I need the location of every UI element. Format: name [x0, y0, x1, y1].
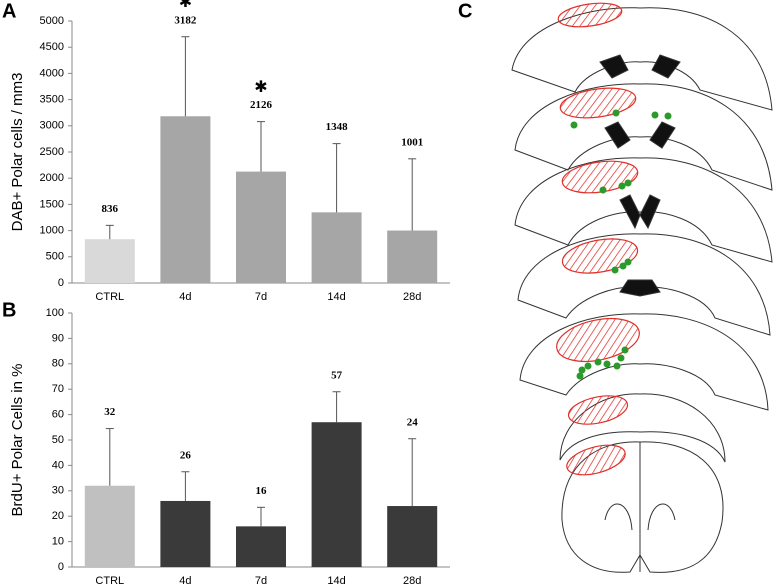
y-tick-label: 500: [46, 251, 64, 263]
value-label: 1348: [326, 121, 349, 133]
section: [517, 233, 771, 336]
y-tick-label: 80: [52, 358, 64, 370]
lesions: [556, 2, 640, 476]
y-tick-label: 1000: [40, 225, 64, 237]
y-tick-label: 30: [52, 485, 64, 497]
value-label: 32: [104, 406, 116, 418]
y-tick-label: 2000: [40, 172, 64, 184]
ventricle: [604, 121, 676, 149]
y-tick-label: 4500: [40, 41, 64, 53]
panel-label: A: [2, 0, 16, 22]
x-tick-label: 4d: [179, 575, 191, 585]
y-tick-label: 60: [52, 409, 64, 421]
y-tick-label: 50: [52, 434, 64, 446]
x-tick-label: 7d: [255, 291, 267, 303]
y-tick-label: 90: [52, 332, 64, 344]
x-tick-label: CTRL: [95, 291, 124, 303]
bar: [84, 485, 135, 567]
y-tick-label: 1500: [40, 198, 64, 210]
bar: [160, 500, 211, 567]
panel-label: C: [458, 0, 472, 22]
value-label: 16: [256, 485, 268, 497]
bar: [160, 116, 211, 283]
value-label: 836: [102, 203, 119, 215]
x-tick-label: 28d: [403, 291, 421, 303]
value-label: 24: [407, 416, 419, 428]
section: [511, 7, 773, 111]
y-tick-label: 0: [58, 277, 64, 289]
y-tick-label: 3000: [40, 120, 64, 132]
y-tick-label: 100: [46, 307, 64, 319]
bar: [311, 422, 362, 567]
y-tick-label: 4000: [40, 67, 64, 79]
y-tick-label: 2500: [40, 146, 64, 158]
y-axis-title: BrdU+ Polar Cells in %: [9, 364, 26, 517]
y-tick-label: 20: [52, 510, 64, 522]
section: [514, 157, 773, 263]
significance-marker: ✱: [179, 0, 192, 11]
ventricle: [619, 194, 661, 230]
x-tick-label: 4d: [179, 291, 191, 303]
bar: [236, 171, 286, 283]
bar: [387, 506, 438, 567]
ventricle: [619, 279, 661, 297]
bar: [311, 212, 362, 283]
value-label: 2126: [250, 99, 273, 111]
y-tick-label: 0: [58, 561, 64, 573]
bar: [387, 230, 438, 283]
x-tick-label: 14d: [327, 575, 345, 585]
x-tick-label: 28d: [403, 575, 421, 585]
bar: [236, 526, 286, 567]
x-tick-label: CTRL: [95, 575, 124, 585]
value-label: 26: [180, 449, 192, 461]
y-tick-label: 3500: [40, 94, 64, 106]
section-detail: [604, 442, 676, 572]
value-label: 57: [331, 369, 343, 381]
brain-sections: C: [458, 0, 773, 573]
y-tick-label: 70: [52, 383, 64, 395]
value-label: 3182: [174, 14, 197, 26]
panel-label: B: [2, 299, 16, 321]
x-tick-label: 7d: [255, 575, 267, 585]
section: [519, 313, 769, 411]
cells: [570, 109, 672, 380]
x-tick-label: 14d: [327, 291, 345, 303]
y-tick-label: 5000: [40, 15, 64, 27]
y-tick-label: 40: [52, 459, 64, 471]
significance-marker: ✱: [254, 79, 267, 96]
bar: [84, 239, 135, 283]
y-axis-title: DAB+ Polar cells / mm3: [9, 73, 26, 232]
y-tick-label: 10: [52, 536, 64, 548]
value-label: 1001: [401, 136, 423, 148]
ventricle: [599, 54, 681, 79]
